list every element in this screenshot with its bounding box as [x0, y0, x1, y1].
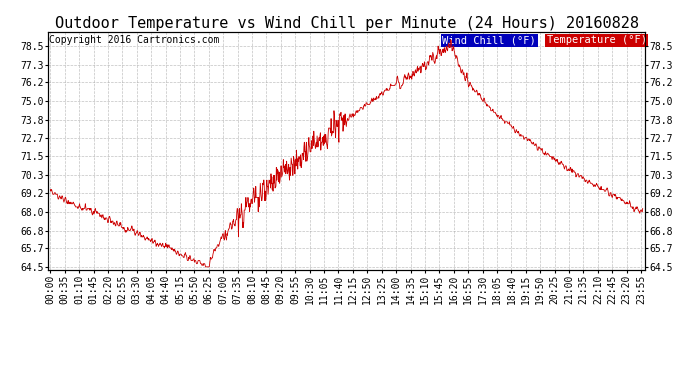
Text: Wind Chill (°F): Wind Chill (°F) [442, 36, 536, 45]
Text: Temperature (°F): Temperature (°F) [546, 36, 647, 45]
Title: Outdoor Temperature vs Wind Chill per Minute (24 Hours) 20160828: Outdoor Temperature vs Wind Chill per Mi… [55, 16, 639, 31]
Text: Copyright 2016 Cartronics.com: Copyright 2016 Cartronics.com [50, 36, 220, 45]
